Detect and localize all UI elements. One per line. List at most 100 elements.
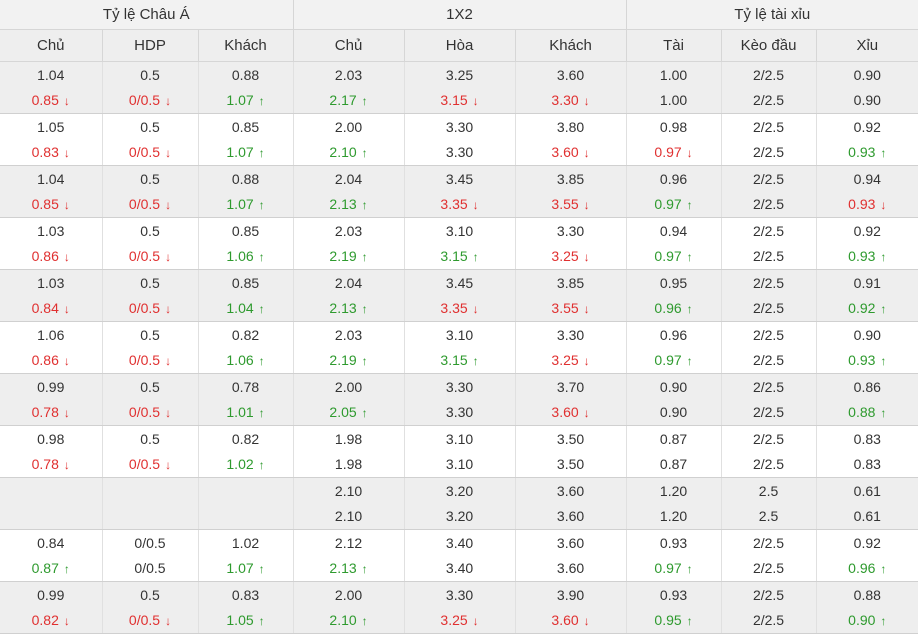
odds-cell: 0.61	[816, 503, 918, 530]
arrow-up-icon: ↑	[880, 614, 887, 629]
odds-cell: 0.93 ↓	[816, 191, 918, 218]
odds-value: 3.60	[556, 482, 585, 499]
odds-value: 0/0.5	[128, 456, 161, 473]
arrow-up-icon: ↑	[258, 458, 265, 473]
odds-value: 2.10	[334, 482, 363, 499]
odds-cell: 0/0.5 ↓	[102, 451, 199, 478]
arrow-down-icon: ↓	[165, 302, 172, 317]
odds-value: 2/2.5	[752, 300, 785, 317]
odds-cell: 2/2.5	[721, 295, 817, 322]
odds-cell: 1.07 ↑	[198, 87, 294, 114]
odds-value: 3.35	[440, 196, 468, 213]
odds-value: 0.98	[659, 118, 688, 135]
odds-value: 0.5	[140, 170, 160, 187]
odds-value: 2.00	[334, 118, 363, 135]
arrow-up-icon: ↑	[258, 198, 265, 213]
odds-value: 3.30	[445, 404, 474, 421]
opening-odds-row: 1.03 0.5 0.85 2.03 3.10 3.30 0.94 2/2.5 0.92	[0, 217, 918, 244]
odds-cell: 1.07 ↑	[198, 555, 294, 582]
odds-cell: 0.88	[198, 61, 294, 88]
odds-cell: 0/0.5	[102, 555, 199, 582]
odds-cell: 3.85	[515, 165, 627, 192]
arrow-down-icon: ↓	[472, 302, 479, 317]
odds-cell: 0.90	[816, 321, 918, 348]
odds-cell: 0.84 ↓	[0, 295, 103, 322]
odds-cell: 3.40	[404, 529, 516, 556]
odds-cell: 0.96	[626, 321, 722, 348]
arrow-down-icon: ↓	[165, 250, 172, 265]
odds-cell: 0/0.5 ↓	[102, 243, 199, 270]
odds-value: 0.93	[659, 586, 688, 603]
odds-cell: 0.87 ↑	[0, 555, 103, 582]
arrow-up-icon: ↑	[258, 146, 265, 161]
odds-cell: 0.98	[0, 425, 103, 452]
odds-cell: 3.35 ↓	[404, 295, 516, 322]
odds-cell: 0.90	[626, 399, 722, 426]
odds-cell	[0, 503, 103, 530]
arrow-up-icon: ↑	[880, 406, 887, 421]
odds-value: 3.60	[556, 508, 585, 525]
odds-cell: 1.05	[0, 113, 103, 140]
arrow-down-icon: ↓	[472, 614, 479, 629]
odds-cell: 0.5	[102, 373, 199, 400]
odds-value: 0.90	[848, 612, 876, 629]
odds-value: 1.04	[37, 66, 65, 83]
odds-cell: 2.19 ↑	[293, 243, 405, 270]
odds-value: 0.92	[853, 118, 881, 135]
odds-cell: 0.5	[102, 581, 199, 608]
odds-cell: 0.5	[102, 217, 199, 244]
odds-cell: 0.5	[102, 269, 199, 296]
arrow-down-icon: ↓	[63, 354, 70, 369]
odds-cell: 0.97 ↑	[626, 555, 722, 582]
odds-value: 3.25	[551, 352, 579, 369]
odds-value: 2.04	[334, 274, 363, 291]
opening-odds-row: 1.04 0.5 0.88 2.04 3.45 3.85 0.96 2/2.5 0.94	[0, 165, 918, 192]
odds-value: 3.60	[551, 612, 579, 629]
odds-value: 2/2.5	[752, 430, 785, 447]
odds-value: 2.19	[329, 352, 357, 369]
odds-cell: 2/2.5	[721, 321, 817, 348]
odds-value: 1.02	[231, 534, 260, 551]
odds-cell: 0/0.5	[102, 529, 199, 556]
arrow-down-icon: ↓	[63, 458, 70, 473]
odds-cell: 3.40	[404, 555, 516, 582]
odds-value: 0.83	[231, 586, 260, 603]
arrow-down-icon: ↓	[583, 354, 590, 369]
odds-cell: 3.10	[404, 425, 516, 452]
odds-cell: 0.92	[816, 113, 918, 140]
odds-value: 0.88	[231, 170, 260, 187]
odds-cell: 0/0.5 ↓	[102, 607, 199, 634]
odds-cell: 0.78	[198, 373, 294, 400]
odds-cell: 0.93 ↑	[816, 139, 918, 166]
odds-cell: 0.97 ↑	[626, 191, 722, 218]
odds-cell: 0.92	[816, 529, 918, 556]
odds-cell: 3.60	[515, 477, 627, 504]
odds-cell: 3.60	[515, 61, 627, 88]
odds-record: 2.10 3.20 3.60 1.20 2.5 0.61 2.10 3.20 3.60 1.20 2…	[0, 477, 918, 530]
odds-value: 3.60	[556, 66, 585, 83]
odds-value: 0.93	[848, 196, 876, 213]
arrow-down-icon: ↓	[165, 146, 172, 161]
odds-cell	[102, 477, 199, 504]
odds-value: 0.90	[659, 404, 688, 421]
arrow-down-icon: ↓	[686, 146, 693, 161]
odds-cell: 2.13 ↑	[293, 191, 405, 218]
odds-cell: 0.5	[102, 165, 199, 192]
odds-cell: 0.88	[816, 581, 918, 608]
arrow-up-icon: ↑	[361, 198, 368, 213]
current-odds-row: 0.82 ↓ 0/0.5 ↓ 1.05 ↑ 2.10 ↑ 3.25 ↓ 3.60 ↓ 0.95 ↑ 2/2.…	[0, 607, 918, 634]
odds-cell: 2.04	[293, 269, 405, 296]
odds-cell: 2/2.5	[721, 399, 817, 426]
odds-value: 0.83	[853, 456, 881, 473]
odds-value: 0.98	[37, 430, 65, 447]
odds-value: 3.45	[445, 274, 474, 291]
odds-value: 0/0.5	[128, 300, 161, 317]
odds-value: 1.03	[37, 222, 65, 239]
odds-cell: 3.60	[515, 503, 627, 530]
odds-cell: 1.06	[0, 321, 103, 348]
odds-cell: 0.90 ↑	[816, 607, 918, 634]
odds-cell: 3.30 ↓	[515, 87, 627, 114]
current-odds-row: 0.84 ↓ 0/0.5 ↓ 1.04 ↑ 2.13 ↑ 3.35 ↓ 3.55 ↓ 0.96 ↑ 2/2.…	[0, 295, 918, 322]
arrow-down-icon: ↓	[63, 406, 70, 421]
odds-cell: 3.10	[404, 217, 516, 244]
